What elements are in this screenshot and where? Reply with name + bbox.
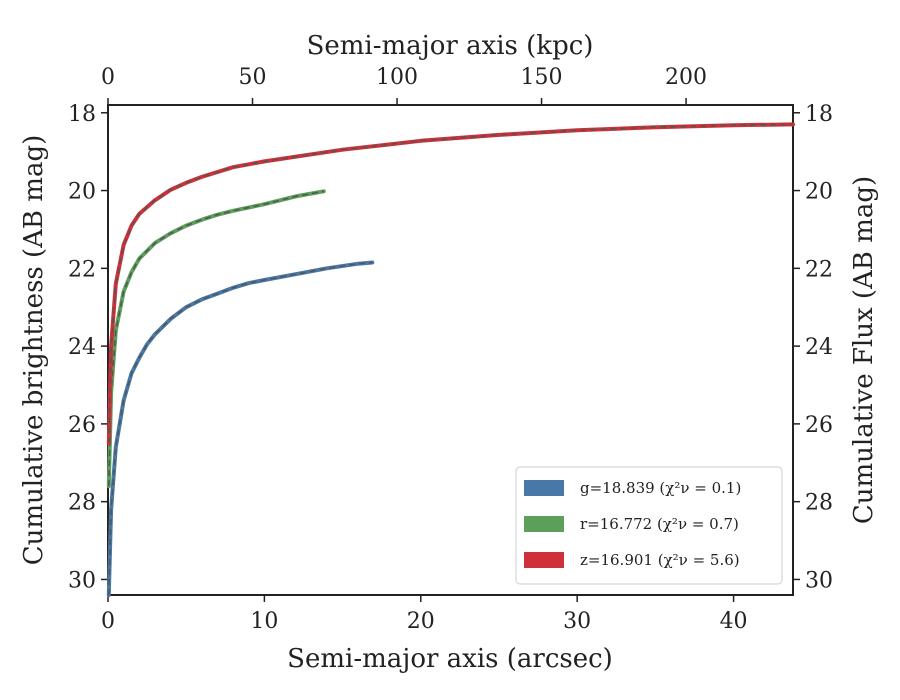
x-tick-label: 40 <box>720 609 748 634</box>
y-right-axis-title: Cumulative Flux (AB mag) <box>849 176 879 524</box>
legend-box <box>515 466 783 585</box>
legend-label-0: g=18.839 (χ²ν = 0.1) <box>580 479 741 497</box>
x-tick-label: 30 <box>563 609 591 634</box>
legend: g=18.839 (χ²ν = 0.1) r=16.772 (χ²ν = 0.7)… <box>515 466 783 585</box>
legend-swatch-1 <box>524 516 564 532</box>
y-right-tick-label: 30 <box>805 568 833 593</box>
y-tick-label: 20 <box>68 180 96 205</box>
y-tick-label: 30 <box>68 568 96 593</box>
x-axis-title: Semi-major axis (arcsec) <box>287 644 613 674</box>
legend-label-1: r=16.772 (χ²ν = 0.7) <box>580 515 739 533</box>
x-tick-label: 10 <box>250 609 278 634</box>
y-ticks-left: 18 20 22 24 26 28 30 <box>68 102 108 593</box>
legend-label-2: z=16.901 (χ²ν = 5.6) <box>580 551 740 569</box>
x-tick-label: 0 <box>101 609 115 634</box>
model-line-0 <box>108 261 373 596</box>
series-line-1 <box>106 189 326 489</box>
model-line-1 <box>108 190 324 487</box>
series-line-2 <box>106 122 795 446</box>
x-tick-label: 20 <box>407 609 435 634</box>
x-top-tick-label: 0 <box>101 65 115 90</box>
x-top-tick-label: 150 <box>521 65 563 90</box>
x-top-axis-title: Semi-major axis (kpc) <box>307 31 594 61</box>
x-ticks-bottom: 0 10 20 30 40 <box>101 595 748 634</box>
y-axis-title: Cumulative brightness (AB mag) <box>19 135 49 566</box>
y-right-tick-label: 28 <box>805 491 833 516</box>
x-top-tick-label: 200 <box>665 65 707 90</box>
y-right-tick-label: 26 <box>805 413 833 438</box>
y-right-tick-label: 20 <box>805 180 833 205</box>
x-ticks-top: 0 50 100 150 200 <box>101 65 707 105</box>
plot-frame <box>107 104 794 596</box>
y-right-tick-label: 22 <box>805 257 833 282</box>
y-tick-label: 18 <box>68 102 96 127</box>
y-ticks-right: 18 20 22 24 26 28 30 <box>793 102 833 593</box>
y-right-tick-label: 18 <box>805 102 833 127</box>
x-top-tick-label: 50 <box>239 65 267 90</box>
x-top-tick-label: 100 <box>376 65 418 90</box>
y-tick-label: 26 <box>68 413 96 438</box>
series-layer <box>106 122 795 597</box>
series-line-0 <box>106 260 375 597</box>
y-right-tick-label: 24 <box>805 335 833 360</box>
y-tick-label: 28 <box>68 491 96 516</box>
legend-swatch-2 <box>524 552 564 568</box>
y-tick-label: 22 <box>68 257 96 282</box>
legend-swatch-0 <box>524 480 564 496</box>
legend-items: g=18.839 (χ²ν = 0.1) r=16.772 (χ²ν = 0.7)… <box>524 479 741 569</box>
y-tick-label: 24 <box>68 335 96 360</box>
